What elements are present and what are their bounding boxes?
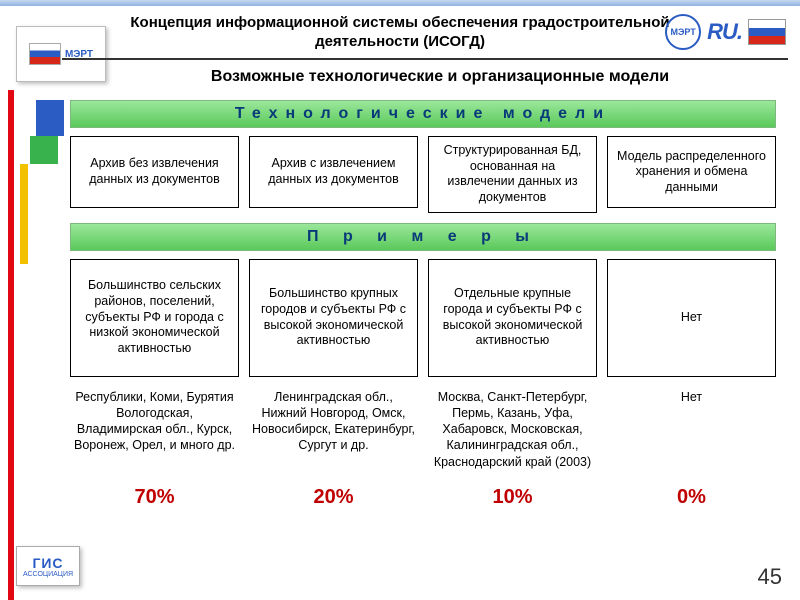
logo-gis-bottom: АССОЦИАЦИЯ [23, 571, 73, 578]
places-row: Республики, Коми, Бурятия Вологодская, В… [70, 387, 776, 472]
example-box: Отдельные крупные города и субъекты РФ с… [428, 259, 597, 377]
flag-icon [29, 43, 61, 65]
content: Технологические модели Архив без извлече… [70, 100, 776, 509]
stripe-blue [36, 100, 64, 136]
tech-models-row: Архив без извлечения данных из документо… [70, 136, 776, 213]
percent-cell: 0% [607, 486, 776, 509]
stripe-green [30, 136, 58, 164]
tech-model-box: Структурированная БД, основанная на извл… [428, 136, 597, 213]
slide-number: 45 [758, 564, 782, 590]
stripe-yellow [20, 164, 28, 264]
tech-model-box: Архив с извлечением данных из документов [249, 136, 418, 208]
example-box: Нет [607, 259, 776, 377]
header-title: Концепция информационной системы обеспеч… [130, 14, 670, 52]
tech-model-box: Модель распределенного хранения и обмена… [607, 136, 776, 208]
logo-gis-top: ГИС [32, 555, 63, 571]
places-cell: Республики, Коми, Бурятия Вологодская, В… [70, 387, 239, 472]
top-gradient-bar [0, 0, 800, 6]
tech-model-box: Архив без извлечения данных из документо… [70, 136, 239, 208]
example-box: Большинство сельских районов, поселений,… [70, 259, 239, 377]
logo-gis: ГИС АССОЦИАЦИЯ [16, 546, 80, 586]
places-cell: Нет [607, 387, 776, 472]
logo-circle-icon: МЭРТ [665, 14, 701, 50]
stripe-red [8, 90, 14, 600]
slide: Концепция информационной системы обеспеч… [0, 0, 800, 600]
places-cell: Ленинградская обл., Нижний Новгород, Омс… [249, 387, 418, 472]
percent-cell: 20% [249, 486, 418, 509]
header-divider [62, 58, 788, 60]
logo-ru-text: RU. [707, 19, 742, 45]
logo-mert: МЭРТ [16, 26, 106, 82]
places-cell: Москва, Санкт-Петербург, Пермь, Казань, … [428, 387, 597, 472]
logos-right: МЭРТ RU. [665, 14, 786, 50]
examples-row: Большинство сельских районов, поселений,… [70, 259, 776, 377]
banner-tech: Технологические модели [70, 100, 776, 128]
percent-row: 70% 20% 10% 0% [70, 486, 776, 509]
percent-cell: 70% [70, 486, 239, 509]
banner-examples: П р и м е р ы [70, 223, 776, 251]
percent-cell: 10% [428, 486, 597, 509]
example-box: Большинство крупных городов и субъекты Р… [249, 259, 418, 377]
subtitle: Возможные технологические и организацион… [120, 68, 760, 86]
flag-icon [748, 19, 786, 45]
